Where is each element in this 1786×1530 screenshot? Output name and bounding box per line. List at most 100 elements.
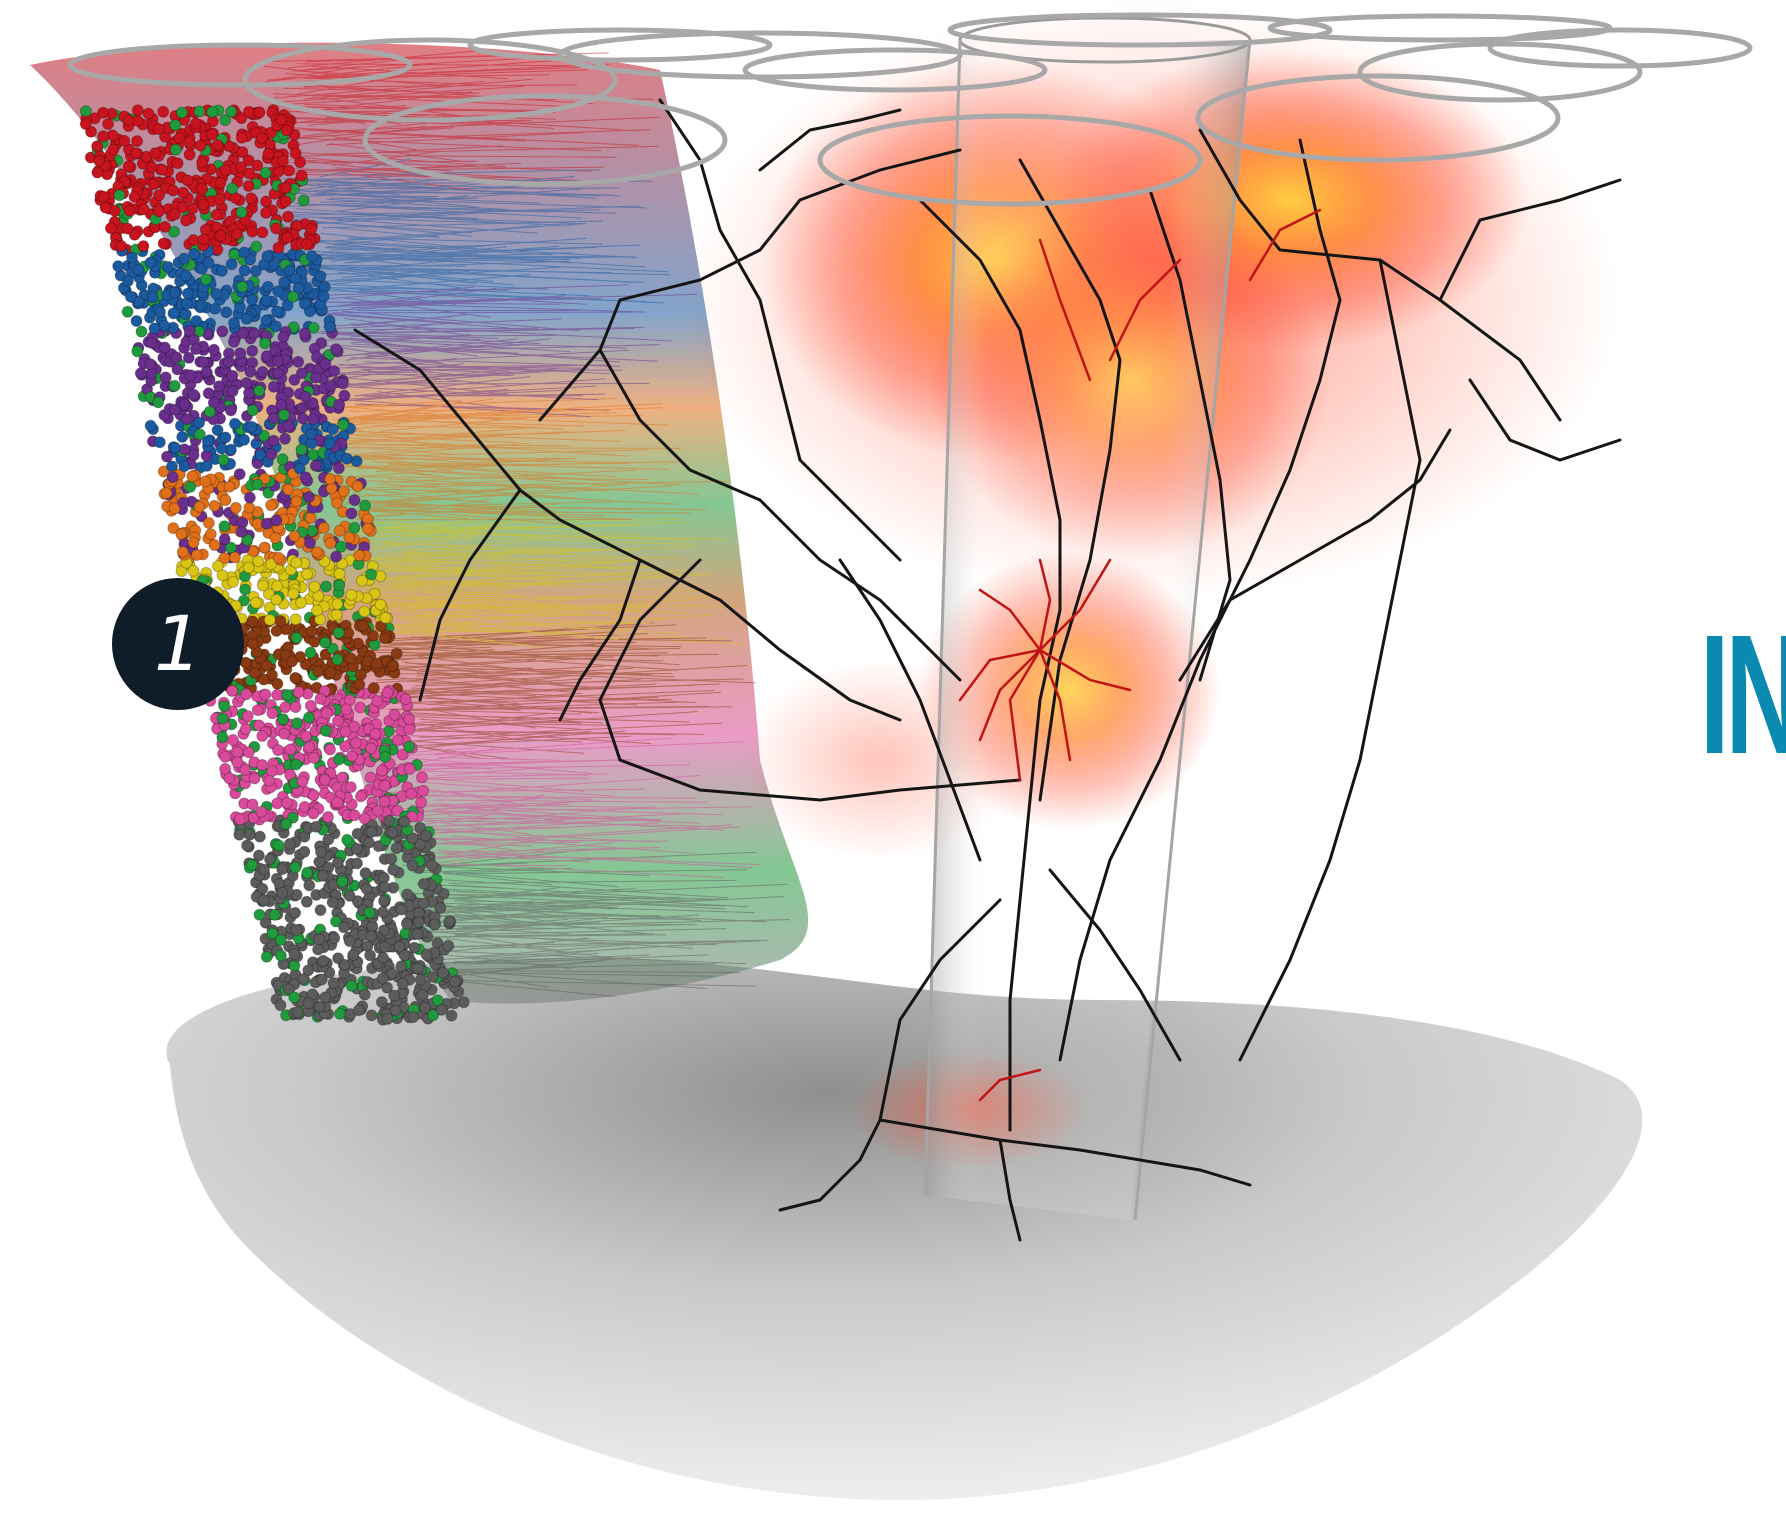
soma-sphere: [241, 533, 254, 546]
soma-sphere: [354, 701, 367, 714]
soma-sphere: [184, 480, 197, 493]
soma-sphere: [313, 933, 326, 946]
soma-sphere: [219, 114, 232, 127]
soma-sphere: [159, 371, 172, 384]
soma-sphere: [374, 598, 387, 611]
dendrite-strand: [323, 252, 481, 264]
soma-sphere: [250, 596, 262, 609]
dendrite-strand: [288, 127, 454, 139]
soma-sphere: [348, 720, 361, 733]
dendrite-strand: [426, 933, 655, 938]
soma-sphere: [352, 1004, 365, 1017]
soma-sphere: [168, 225, 180, 238]
dendrite-strand: [349, 223, 587, 240]
soma-sphere: [417, 897, 430, 910]
dendrite-strand: [382, 570, 530, 574]
soma-sphere: [280, 124, 293, 137]
soma-sphere: [333, 567, 346, 580]
soma-sphere: [282, 164, 295, 177]
soma-sphere: [211, 560, 224, 573]
soma-sphere: [213, 193, 226, 206]
dendrite-strand: [419, 722, 722, 738]
soma-sphere: [431, 994, 444, 1007]
soma-sphere: [131, 104, 144, 117]
dendrite-strand: [374, 577, 708, 593]
soma-sphere: [330, 915, 342, 928]
soma-sphere: [169, 441, 181, 454]
soma-sphere: [240, 312, 253, 325]
soma-sphere: [449, 975, 462, 988]
soma-sphere: [260, 314, 273, 327]
dendrite-strand: [386, 461, 669, 470]
soma-sphere: [226, 685, 239, 697]
soma-sphere: [275, 398, 288, 411]
soma-sphere: [313, 1000, 326, 1013]
dendrite-strand: [454, 928, 727, 936]
dendrite-strand: [332, 311, 636, 314]
soma-sphere: [256, 759, 269, 771]
dendrite-strand: [357, 338, 571, 353]
soma-sphere: [175, 565, 188, 578]
dendrite-strand: [295, 129, 509, 141]
soma-sphere: [317, 954, 330, 967]
soma-sphere: [307, 789, 320, 802]
soma-sphere: [338, 958, 351, 971]
soma-sphere: [194, 139, 207, 152]
soma-sphere: [224, 541, 237, 554]
soma-sphere: [332, 626, 345, 639]
soma-sphere: [169, 119, 182, 132]
soma-sphere: [427, 1009, 440, 1022]
dendrite-strand: [354, 572, 563, 579]
dendrite-strand: [444, 839, 536, 856]
soma-sphere: [219, 750, 232, 763]
dendrite-strand: [446, 970, 551, 988]
soma-sphere: [348, 809, 361, 822]
soma-sphere: [157, 105, 170, 118]
dendrite-strand: [336, 271, 466, 289]
soma-sphere: [314, 692, 327, 705]
soma-sphere: [208, 539, 221, 551]
soma-sphere: [239, 723, 252, 736]
soma-sphere: [289, 906, 302, 919]
soma-sphere: [317, 521, 330, 534]
soma-sphere: [79, 105, 92, 118]
soma-sphere: [177, 496, 190, 509]
soma-sphere: [231, 228, 244, 240]
dendrite-strand: [400, 531, 728, 540]
soma-sphere: [246, 225, 259, 238]
soma-sphere: [206, 106, 219, 118]
soma-sphere: [161, 260, 174, 273]
soma-sphere: [365, 742, 377, 755]
soma-sphere: [178, 460, 191, 473]
soma-sphere: [186, 470, 199, 483]
soma-sphere: [158, 220, 171, 233]
soma-sphere: [243, 501, 256, 514]
dendrite-strand: [434, 847, 648, 858]
soma-sphere: [256, 226, 269, 239]
soma-sphere: [279, 701, 292, 714]
soma-sphere: [270, 593, 283, 606]
soma-sphere: [168, 379, 181, 392]
soma-sphere: [189, 343, 202, 356]
soma-sphere: [371, 804, 384, 817]
dendrite-strand: [365, 591, 642, 611]
soma-sphere: [281, 689, 294, 701]
dendrite-strand: [427, 931, 693, 949]
soma-sphere: [180, 413, 193, 426]
soma-sphere: [184, 369, 197, 382]
soma-sphere: [235, 206, 248, 219]
dendrite-strand: [387, 755, 594, 774]
soma-sphere: [298, 845, 311, 858]
dendrite-strand: [446, 806, 656, 823]
dendrite-strand: [429, 773, 608, 779]
soma-sphere: [331, 497, 343, 509]
dendrite-strand: [303, 77, 480, 85]
soma-sphere: [249, 265, 262, 277]
soma-sphere: [290, 758, 302, 771]
soma-sphere: [204, 528, 217, 541]
soma-sphere: [91, 140, 104, 153]
soma-sphere: [345, 979, 358, 992]
soma-sphere: [258, 472, 271, 485]
soma-sphere: [381, 686, 394, 699]
soma-sphere: [403, 740, 416, 753]
